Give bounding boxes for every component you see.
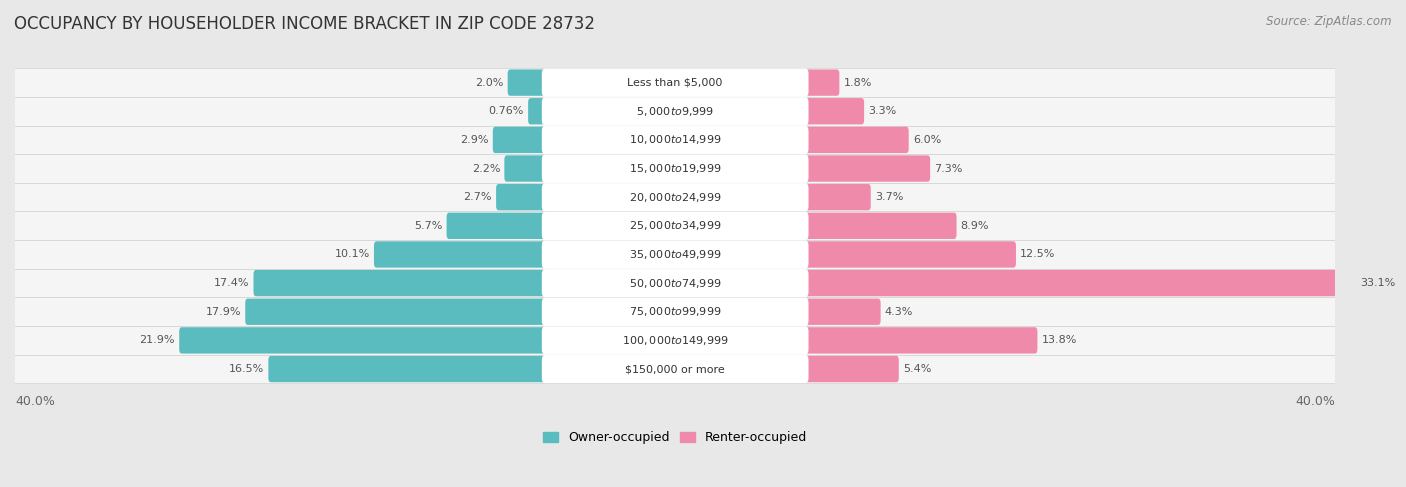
FancyBboxPatch shape: [541, 183, 808, 211]
Text: $10,000 to $14,999: $10,000 to $14,999: [628, 133, 721, 147]
FancyBboxPatch shape: [0, 355, 1368, 383]
Text: Less than $5,000: Less than $5,000: [627, 77, 723, 88]
Text: 2.9%: 2.9%: [460, 135, 489, 145]
Text: $75,000 to $99,999: $75,000 to $99,999: [628, 305, 721, 318]
FancyBboxPatch shape: [374, 241, 546, 268]
Text: 2.7%: 2.7%: [464, 192, 492, 202]
FancyBboxPatch shape: [0, 211, 1368, 240]
FancyBboxPatch shape: [0, 97, 1368, 126]
FancyBboxPatch shape: [0, 183, 1368, 211]
FancyBboxPatch shape: [804, 70, 839, 96]
Text: 10.1%: 10.1%: [335, 249, 370, 260]
Text: $25,000 to $34,999: $25,000 to $34,999: [628, 219, 721, 232]
FancyBboxPatch shape: [0, 326, 1368, 355]
FancyBboxPatch shape: [541, 154, 808, 183]
Text: 21.9%: 21.9%: [139, 336, 176, 345]
Text: $5,000 to $9,999: $5,000 to $9,999: [636, 105, 714, 118]
Text: 4.3%: 4.3%: [884, 307, 912, 317]
FancyBboxPatch shape: [0, 126, 1368, 154]
Text: 2.0%: 2.0%: [475, 77, 503, 88]
Text: 1.8%: 1.8%: [844, 77, 872, 88]
FancyBboxPatch shape: [804, 155, 931, 182]
Text: $100,000 to $149,999: $100,000 to $149,999: [621, 334, 728, 347]
FancyBboxPatch shape: [541, 97, 808, 125]
Legend: Owner-occupied, Renter-occupied: Owner-occupied, Renter-occupied: [538, 426, 813, 450]
Text: $15,000 to $19,999: $15,000 to $19,999: [628, 162, 721, 175]
FancyBboxPatch shape: [508, 70, 546, 96]
Text: 12.5%: 12.5%: [1021, 249, 1056, 260]
Text: 3.7%: 3.7%: [875, 192, 903, 202]
FancyBboxPatch shape: [529, 98, 546, 124]
FancyBboxPatch shape: [496, 184, 546, 210]
Text: 5.7%: 5.7%: [415, 221, 443, 231]
FancyBboxPatch shape: [541, 326, 808, 355]
FancyBboxPatch shape: [804, 127, 908, 153]
FancyBboxPatch shape: [541, 212, 808, 240]
FancyBboxPatch shape: [0, 154, 1368, 183]
FancyBboxPatch shape: [269, 356, 546, 382]
FancyBboxPatch shape: [0, 68, 1368, 97]
FancyBboxPatch shape: [505, 155, 546, 182]
Text: 33.1%: 33.1%: [1360, 278, 1395, 288]
FancyBboxPatch shape: [0, 240, 1368, 269]
Text: 8.9%: 8.9%: [960, 221, 990, 231]
Text: $150,000 or more: $150,000 or more: [626, 364, 725, 374]
Text: 2.2%: 2.2%: [472, 164, 501, 173]
FancyBboxPatch shape: [0, 298, 1368, 326]
FancyBboxPatch shape: [245, 299, 546, 325]
FancyBboxPatch shape: [541, 69, 808, 96]
Text: 5.4%: 5.4%: [903, 364, 931, 374]
Text: $35,000 to $49,999: $35,000 to $49,999: [628, 248, 721, 261]
FancyBboxPatch shape: [804, 213, 956, 239]
FancyBboxPatch shape: [541, 269, 808, 297]
Text: 13.8%: 13.8%: [1042, 336, 1077, 345]
FancyBboxPatch shape: [804, 327, 1038, 354]
Text: 40.0%: 40.0%: [1295, 395, 1336, 408]
FancyBboxPatch shape: [541, 241, 808, 268]
Text: OCCUPANCY BY HOUSEHOLDER INCOME BRACKET IN ZIP CODE 28732: OCCUPANCY BY HOUSEHOLDER INCOME BRACKET …: [14, 15, 595, 33]
Text: Source: ZipAtlas.com: Source: ZipAtlas.com: [1267, 15, 1392, 28]
Text: 17.4%: 17.4%: [214, 278, 249, 288]
FancyBboxPatch shape: [804, 184, 870, 210]
FancyBboxPatch shape: [541, 126, 808, 154]
FancyBboxPatch shape: [804, 356, 898, 382]
FancyBboxPatch shape: [541, 298, 808, 326]
Text: 40.0%: 40.0%: [15, 395, 55, 408]
FancyBboxPatch shape: [447, 213, 546, 239]
Text: 16.5%: 16.5%: [229, 364, 264, 374]
FancyBboxPatch shape: [492, 127, 546, 153]
Text: 3.3%: 3.3%: [869, 106, 897, 116]
Text: $20,000 to $24,999: $20,000 to $24,999: [628, 191, 721, 204]
Text: 17.9%: 17.9%: [205, 307, 240, 317]
Text: 7.3%: 7.3%: [934, 164, 963, 173]
FancyBboxPatch shape: [541, 355, 808, 383]
FancyBboxPatch shape: [0, 269, 1368, 298]
FancyBboxPatch shape: [804, 241, 1017, 268]
Text: $50,000 to $74,999: $50,000 to $74,999: [628, 277, 721, 290]
FancyBboxPatch shape: [804, 299, 880, 325]
FancyBboxPatch shape: [804, 98, 865, 124]
FancyBboxPatch shape: [253, 270, 546, 296]
Text: 6.0%: 6.0%: [912, 135, 941, 145]
FancyBboxPatch shape: [804, 270, 1355, 296]
FancyBboxPatch shape: [179, 327, 546, 354]
Text: 0.76%: 0.76%: [489, 106, 524, 116]
